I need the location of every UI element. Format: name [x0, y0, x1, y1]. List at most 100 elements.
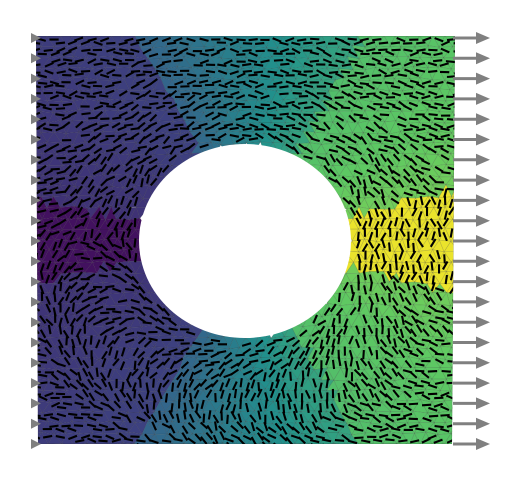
direction-glyph [74, 72, 84, 76]
mesh-cell [98, 219, 110, 230]
direction-glyph [441, 106, 451, 111]
direction-glyph [173, 58, 183, 63]
direction-glyph [348, 445, 356, 449]
direction-glyph [143, 64, 153, 67]
direction-glyph [267, 49, 277, 53]
direction-glyph [466, 407, 475, 411]
direction-glyph [298, 445, 307, 446]
mesh-cell [399, 174, 414, 187]
direction-glyph [253, 63, 264, 67]
direction-glyph [398, 439, 408, 443]
direction-glyph [195, 445, 202, 451]
direction-glyph [236, 38, 246, 42]
direction-glyph [379, 113, 390, 117]
direction-glyph [87, 446, 96, 447]
mesh-cell [413, 294, 427, 306]
direction-glyph [98, 443, 108, 444]
direction-glyph [397, 443, 408, 444]
plate [36, 36, 476, 451]
mesh-cell [325, 442, 340, 444]
direction-glyph [242, 49, 252, 53]
mesh-cell [73, 443, 88, 444]
mesh-cell [451, 366, 455, 379]
direction-glyph [99, 94, 109, 98]
direction-glyph [68, 412, 78, 416]
direction-glyph [37, 181, 47, 185]
mesh-cell [197, 442, 210, 444]
mesh-cell [462, 145, 476, 155]
mesh-cell [457, 123, 468, 133]
direction-glyph [348, 60, 358, 64]
direction-glyph [111, 445, 120, 447]
direction-glyph [219, 446, 228, 449]
direction-glyph [65, 336, 68, 346]
direction-glyph [337, 292, 341, 303]
mesh-cell [352, 154, 365, 165]
mesh-cell [178, 443, 193, 444]
mesh-cell [465, 110, 476, 123]
direction-glyph [434, 352, 445, 356]
direction-glyph [149, 102, 159, 106]
mesh-cell [459, 80, 470, 91]
direction-glyph [453, 327, 455, 331]
mesh-cell [427, 36, 440, 48]
direction-glyph [292, 91, 302, 95]
direction-glyph [466, 329, 475, 330]
direction-glyph [191, 91, 202, 96]
direction-glyph [242, 134, 252, 138]
direction-glyph [437, 227, 442, 237]
direction-glyph [463, 264, 464, 273]
load-arrow [453, 174, 490, 187]
direction-glyph [248, 38, 258, 42]
direction-glyph [453, 113, 455, 117]
direction-glyph [168, 127, 178, 132]
mesh-cell [452, 205, 455, 220]
direction-glyph [434, 187, 444, 191]
direction-glyph [388, 207, 392, 217]
direction-glyph [112, 310, 122, 314]
direction-glyph [58, 325, 63, 335]
mesh-cell [377, 443, 389, 444]
direction-glyph [460, 353, 469, 355]
direction-glyph [134, 253, 138, 263]
direction-glyph [37, 81, 48, 85]
mesh-cell [176, 66, 192, 79]
load-arrow [453, 235, 490, 247]
direction-glyph [428, 69, 438, 74]
mesh-cell [371, 443, 384, 444]
direction-glyph [349, 357, 354, 367]
direction-glyph [236, 53, 246, 56]
direction-glyph [460, 76, 469, 77]
direction-glyph [372, 38, 382, 42]
direction-glyph [344, 368, 349, 378]
direction-glyph [375, 350, 379, 360]
mesh-cell [153, 76, 167, 91]
mesh-cell [204, 442, 218, 444]
direction-glyph [452, 369, 455, 375]
direction-glyph [145, 404, 150, 414]
direction-glyph [92, 435, 102, 439]
direction-glyph [249, 445, 258, 447]
mesh-cell [420, 445, 432, 450]
direction-glyph [187, 445, 196, 446]
direction-glyph [359, 95, 370, 99]
load-arrow [453, 194, 490, 207]
direction-glyph [229, 84, 240, 89]
direction-glyph [223, 95, 234, 99]
direction-glyph [325, 378, 329, 389]
direction-glyph [121, 237, 125, 248]
direction-glyph [453, 447, 462, 450]
direction-glyph [106, 105, 116, 109]
direction-glyph [444, 274, 449, 285]
direction-glyph [106, 41, 116, 45]
mesh-cell [315, 445, 326, 450]
mesh-cell [457, 100, 469, 110]
direction-glyph [71, 302, 75, 312]
direction-glyph [73, 267, 84, 272]
direction-glyph [279, 127, 290, 131]
mesh-cell [452, 282, 455, 294]
direction-glyph [328, 70, 339, 75]
mesh-cell [84, 261, 98, 274]
direction-glyph [49, 424, 59, 428]
mesh-cell [457, 197, 470, 207]
